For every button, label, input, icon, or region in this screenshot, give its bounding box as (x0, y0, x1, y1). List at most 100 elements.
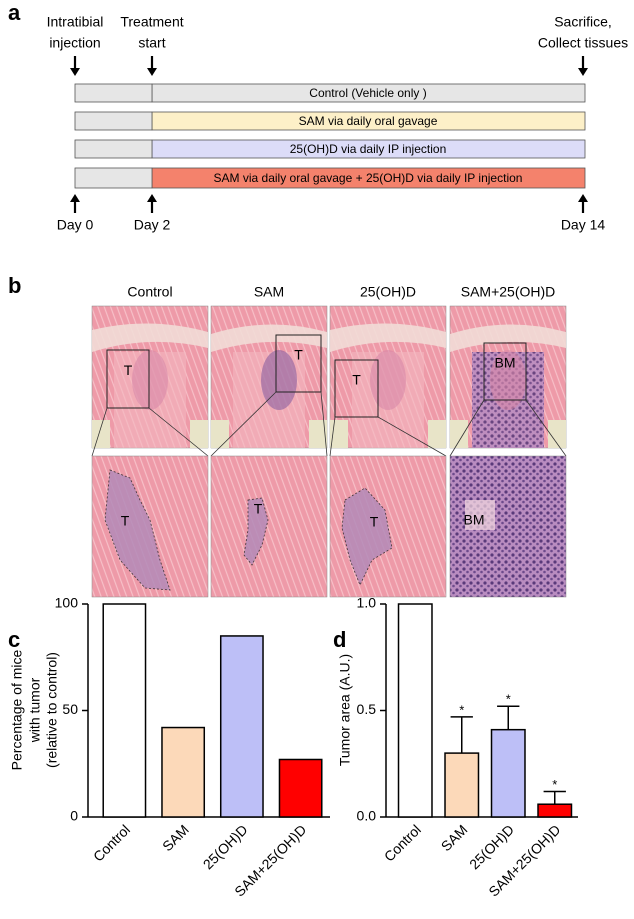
x-tick-label: 25(OH)D (200, 821, 251, 872)
bar (219, 635, 264, 818)
tissue (132, 350, 168, 410)
x-tick-label: SAM (438, 821, 471, 854)
zoom-line (148, 407, 209, 457)
x-tick-label: SAM (159, 821, 192, 854)
panel-label: c (8, 627, 20, 652)
bar (490, 728, 526, 818)
column-title: 25(OH)D (360, 284, 416, 300)
arrow-head (70, 68, 80, 76)
inset-box (106, 349, 150, 409)
inset-box (334, 359, 379, 418)
y-tick-label: 1.0 (357, 595, 377, 611)
timeline-label: Treatment (120, 14, 183, 30)
timeline-row-label: Control (Vehicle only ) (309, 86, 426, 100)
arrow-head (147, 68, 157, 76)
column-title: SAM+25(OH)D (461, 284, 556, 300)
day-label: Day 14 (561, 217, 606, 233)
column-title: SAM (254, 284, 284, 300)
tissue (370, 350, 406, 410)
timeline-label: start (138, 35, 165, 51)
inset-box (275, 334, 322, 393)
bone-plate (92, 323, 208, 352)
significance-mark: * (506, 692, 511, 707)
side-tissue (548, 420, 566, 448)
timeline-pre (74, 167, 153, 189)
day-label: Day 0 (57, 217, 94, 233)
day-label: Day 2 (134, 217, 171, 233)
zoom-line (377, 416, 447, 457)
bone-plate (330, 323, 446, 352)
marrow-gap (465, 500, 495, 530)
side-tissue (309, 420, 327, 448)
y-tick-label: 50 (62, 701, 78, 717)
bone-plate (450, 324, 566, 352)
inset-box (483, 342, 527, 401)
bar (278, 758, 323, 818)
bottom-image-label: T (370, 514, 379, 530)
y-tick-label: 0.0 (357, 808, 377, 824)
side-tissue (92, 420, 110, 448)
y-axis-label: Tumor area (A.U.) (337, 654, 353, 766)
top-image-label: T (352, 372, 361, 388)
timeline-pre (74, 139, 153, 159)
timeline-row-label: 25(OH)D via daily IP injection (290, 142, 447, 156)
column-title: Control (127, 284, 172, 300)
arrow-head (70, 194, 80, 202)
side-tissue (330, 420, 348, 448)
timeline-row-label: SAM via daily oral gavage (299, 114, 438, 128)
arrow-head (147, 194, 157, 202)
zoom-line (525, 399, 567, 457)
y-axis-label: (relative to control) (44, 652, 60, 768)
top-image-label: BM (495, 355, 516, 371)
side-tissue (211, 420, 229, 448)
x-tick-label: Control (90, 821, 133, 864)
bar (444, 752, 480, 818)
bar (102, 603, 147, 818)
side-tissue (428, 420, 446, 448)
zoom-line (320, 391, 328, 457)
arrow-head (578, 194, 588, 202)
tumor-region (341, 487, 393, 586)
panel-label: b (8, 273, 21, 298)
timeline-pre (74, 83, 153, 103)
timeline-label: Sacrifice, (554, 14, 612, 30)
timeline-row-label: SAM via daily oral gavage + 25(OH)D via … (214, 171, 523, 185)
zoom-line (91, 407, 108, 457)
zoom-line (449, 399, 485, 457)
timeline-label: Collect tissues (538, 35, 628, 51)
top-image-label: T (294, 347, 303, 363)
significance-mark: * (552, 777, 557, 792)
bottom-image-label: BM (464, 512, 485, 528)
tissue (261, 350, 297, 410)
side-tissue (450, 420, 468, 448)
bottom-image-label: T (254, 501, 263, 517)
y-axis-label: with tumor (27, 677, 43, 743)
y-tick-label: 0 (70, 808, 78, 824)
side-tissue (190, 420, 208, 448)
timeline-label: injection (49, 35, 100, 51)
zoom-line (210, 391, 277, 457)
significance-mark: * (459, 702, 464, 717)
bone-plate (211, 324, 327, 352)
bar (537, 803, 573, 818)
histology-image (210, 455, 328, 598)
tumor-region (104, 469, 171, 591)
bar (161, 726, 206, 818)
tissue (490, 350, 526, 410)
arrow-head (578, 68, 588, 76)
y-axis-label: Percentage of mice (9, 649, 25, 770)
bottom-image-label: T (121, 513, 130, 529)
tumor-region (243, 497, 269, 566)
y-tick-label: 0.5 (357, 701, 377, 717)
x-tick-label: Control (381, 821, 424, 864)
panel-label: d (333, 627, 346, 652)
zoom-line (329, 416, 336, 457)
y-tick-label: 100 (55, 595, 79, 611)
panel-label: a (8, 0, 21, 25)
timeline-label: Intratibial (47, 14, 104, 30)
top-image-label: T (124, 362, 133, 378)
bar (397, 603, 433, 818)
timeline-pre (74, 111, 153, 131)
